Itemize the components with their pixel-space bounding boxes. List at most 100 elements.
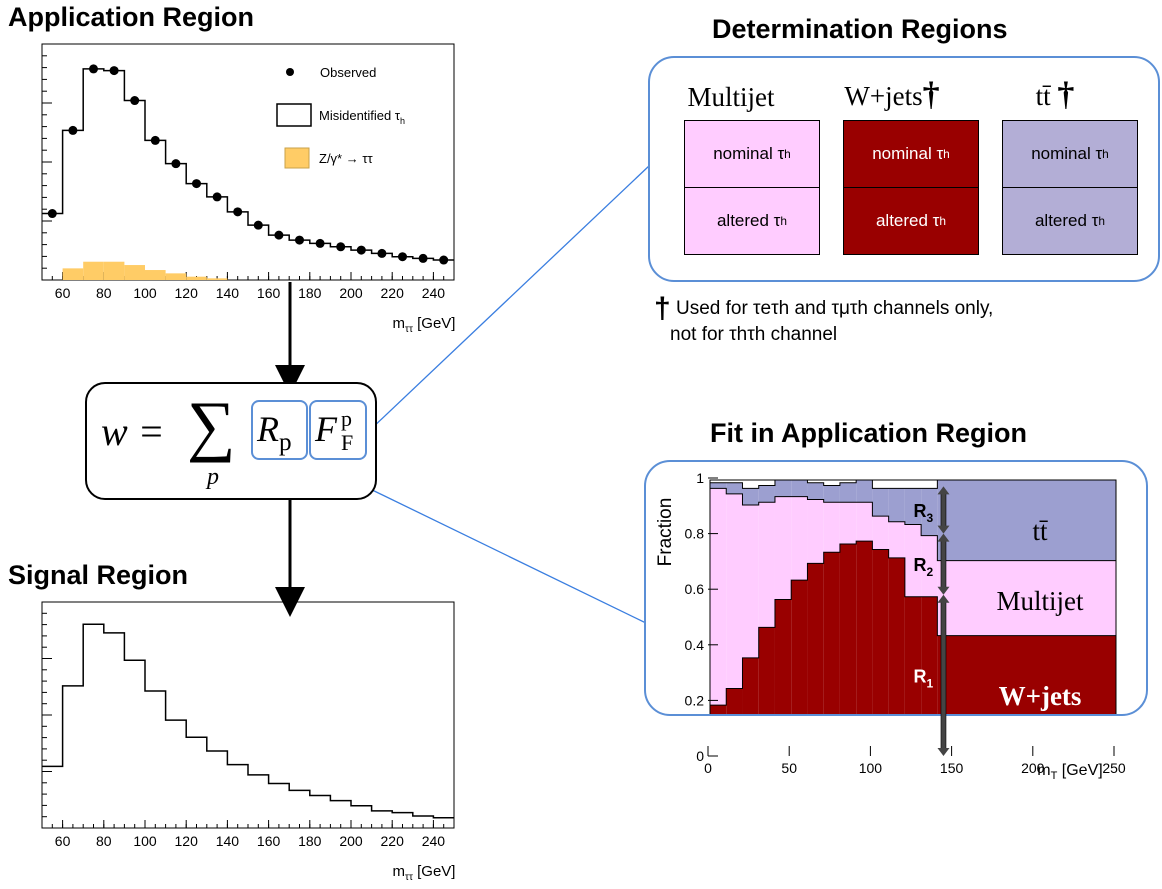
observed-point bbox=[356, 245, 366, 255]
x-tick-label: 60 bbox=[55, 833, 71, 849]
r2-arrow-shaft bbox=[940, 539, 947, 590]
multijet-bin bbox=[742, 505, 759, 658]
ttbar-bin bbox=[937, 480, 1116, 561]
x-tick-label: 220 bbox=[381, 833, 405, 849]
formula-index: p bbox=[207, 464, 219, 490]
observed-point bbox=[315, 238, 325, 248]
fit-region-title: Fit in Application Region bbox=[710, 418, 1027, 448]
ttbar-bin bbox=[758, 485, 775, 503]
ztt-bin bbox=[165, 273, 187, 280]
legend-misid-swatch bbox=[276, 103, 312, 127]
wjets-bin bbox=[904, 596, 922, 714]
x-tick-label: 60 bbox=[55, 285, 71, 301]
r3-arrow-head-top bbox=[937, 486, 950, 495]
x-tick-label: 160 bbox=[257, 833, 281, 849]
multijet-bin bbox=[758, 502, 775, 628]
observed-point bbox=[150, 135, 160, 145]
multijet-bin bbox=[872, 516, 889, 550]
r1-label: R1 bbox=[913, 666, 933, 690]
x-tick-label: 200 bbox=[339, 285, 363, 301]
r1-arrow-head-bottom bbox=[937, 748, 950, 756]
x-tick-label: 120 bbox=[175, 285, 199, 301]
signal-step-line bbox=[42, 623, 454, 819]
r1-arrow-head-top bbox=[937, 594, 950, 603]
wjets-bin bbox=[856, 541, 873, 714]
x-tick-label: 180 bbox=[298, 833, 322, 849]
wjets-bin bbox=[839, 543, 857, 714]
r1-arrow-shaft bbox=[940, 600, 947, 751]
ttbar-bin bbox=[839, 482, 857, 503]
wjets-bin bbox=[921, 596, 938, 714]
fit-boundary-0 bbox=[710, 540, 1116, 706]
connector-ff bbox=[369, 164, 651, 431]
fit-y-tick-label: 0.2 bbox=[685, 692, 705, 708]
wjets-bin bbox=[937, 635, 1116, 714]
ttbar-bin bbox=[872, 488, 889, 517]
x-tick-label: 100 bbox=[133, 285, 157, 301]
observed-point bbox=[47, 209, 57, 219]
observed-point bbox=[439, 255, 449, 265]
observed-point bbox=[233, 207, 243, 217]
x-tick-label: 80 bbox=[96, 285, 112, 301]
r3-arrow-head-bottom bbox=[937, 525, 950, 534]
observed-point bbox=[418, 253, 428, 263]
r2-label: R2 bbox=[913, 555, 933, 579]
wjets-bin bbox=[774, 599, 792, 714]
wjets-bin bbox=[742, 657, 759, 714]
fit-x-tick-label: 250 bbox=[1102, 760, 1126, 776]
ttbar-bin bbox=[904, 488, 922, 525]
ztt-bin bbox=[186, 276, 207, 280]
ztt-bin bbox=[206, 278, 228, 280]
ttbar-bin bbox=[791, 480, 808, 497]
x-tick-label: 140 bbox=[216, 833, 240, 849]
wjets-bin bbox=[726, 688, 743, 714]
app-xlabel: mττ [GeV] bbox=[393, 315, 456, 335]
ttbar-bin bbox=[921, 488, 938, 536]
determination-regions-title: Determination Regions bbox=[712, 14, 1008, 44]
application-region-plot: 60 80 100 120 140 160 180 200 220 240 Observed Mi… bbox=[34, 38, 464, 338]
wjets-bin bbox=[758, 627, 775, 714]
x-tick-label: 220 bbox=[381, 285, 405, 301]
observed-point bbox=[336, 242, 346, 252]
ztt-bin bbox=[145, 270, 166, 280]
fit-ylabel: Fraction bbox=[655, 498, 676, 567]
multijet-bin bbox=[839, 502, 857, 544]
observed-point bbox=[171, 159, 181, 169]
wjets-bin bbox=[710, 705, 727, 714]
fit-boundary-2 bbox=[710, 479, 1116, 489]
header-ttbar: tt̄ † bbox=[1035, 76, 1075, 113]
observed-point bbox=[130, 96, 140, 106]
ttbar-bin bbox=[856, 480, 873, 503]
fit-region-box bbox=[644, 460, 1148, 716]
fit-y-tick-label: 0.8 bbox=[685, 526, 705, 542]
observed-point bbox=[253, 220, 263, 230]
multijet-bin bbox=[726, 493, 743, 689]
dagger-footnote: † Used for τeτh and τμτh channels only, … bbox=[654, 292, 994, 346]
formula-lhs: w = bbox=[101, 409, 165, 454]
observed-point bbox=[89, 64, 98, 74]
r2-arrow-head-bottom bbox=[937, 586, 950, 595]
r3-arrow-shaft bbox=[940, 492, 947, 528]
legend-observed-label: Observed bbox=[320, 65, 376, 80]
legend-ztt-label: Z/γ* → ττ bbox=[319, 151, 373, 166]
signal-region-plot: 60 80 100 120 140 160 180 200 220 240 mττ [GeV] bbox=[34, 596, 464, 884]
formula-sum: ∑ bbox=[187, 387, 236, 463]
observed-point bbox=[295, 235, 304, 245]
ttbar-bin bbox=[888, 488, 905, 522]
multijet-bin bbox=[823, 502, 840, 553]
r3-label: R3 bbox=[913, 501, 933, 525]
fit-y-tick-label: 0 bbox=[696, 748, 704, 764]
legend-misid-label: Misidentified τh bbox=[319, 108, 405, 126]
multijet-bin bbox=[791, 496, 808, 581]
ttbar-bin bbox=[807, 482, 824, 500]
observed-point bbox=[192, 179, 201, 189]
